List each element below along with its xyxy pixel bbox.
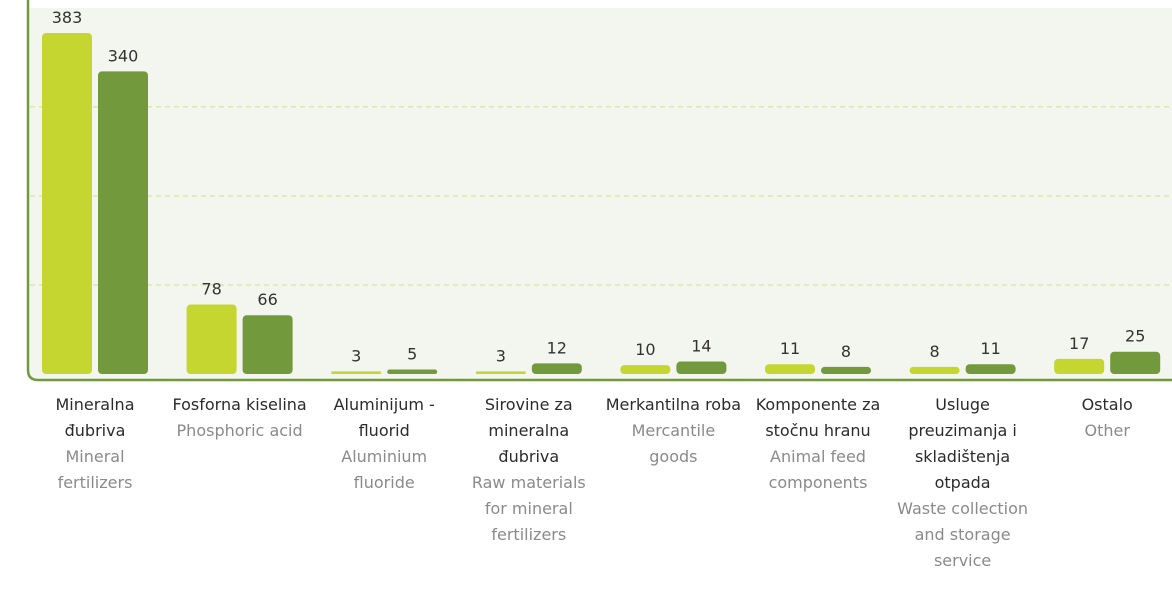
category-label: Fosforna kiselina Phosphoric acid bbox=[172, 392, 308, 444]
value-label: 3 bbox=[351, 346, 361, 365]
category-translation: Mercantile goods bbox=[631, 421, 716, 466]
bar bbox=[821, 366, 871, 374]
bar bbox=[965, 364, 1016, 374]
axis-frame bbox=[26, 0, 1172, 382]
category-translation: Other bbox=[1084, 421, 1130, 440]
value-label: 3 bbox=[496, 346, 506, 365]
bar bbox=[98, 71, 148, 374]
bar bbox=[620, 365, 671, 374]
category-name: Ostalo bbox=[1081, 395, 1133, 414]
value-label: 11 bbox=[780, 339, 800, 358]
bar bbox=[475, 371, 526, 374]
category-name: Merkantilna roba bbox=[605, 395, 742, 414]
category-translation: Mineral fertilizers bbox=[57, 447, 133, 492]
category-label: Komponente za stočnu hranu Animal feed co… bbox=[750, 392, 886, 496]
category-translation: Phosphoric acid bbox=[176, 421, 303, 440]
category-translation: Raw materials for mineral fertilizers bbox=[471, 473, 586, 544]
value-label: 25 bbox=[1125, 327, 1145, 346]
bar bbox=[531, 363, 582, 374]
category-label: Sirovine za mineralna đubriva Raw materia… bbox=[461, 392, 597, 548]
value-label: 8 bbox=[930, 342, 940, 361]
bar bbox=[765, 364, 815, 374]
value-label: 14 bbox=[691, 337, 711, 356]
plot-background bbox=[28, 8, 1172, 380]
value-label: 66 bbox=[257, 290, 277, 309]
value-label: 17 bbox=[1069, 334, 1089, 353]
category-translation: Animal feed components bbox=[768, 447, 868, 492]
value-label: 383 bbox=[52, 8, 83, 27]
category-name: Aluminijum - fluorid bbox=[333, 395, 435, 440]
bar bbox=[387, 369, 438, 374]
category-label: Mineralna đubriva Mineral fertilizers bbox=[27, 392, 163, 496]
bar bbox=[1110, 351, 1161, 374]
bar bbox=[242, 315, 293, 374]
category-translation: Aluminium fluoride bbox=[341, 447, 428, 492]
value-label: 8 bbox=[841, 342, 851, 361]
bar bbox=[186, 304, 237, 374]
category-label: Usluge preuzimanja i skladištenja otpada… bbox=[895, 392, 1031, 574]
category-label: Aluminijum - fluorid Aluminium fluoride bbox=[316, 392, 452, 496]
value-label: 11 bbox=[980, 339, 1000, 358]
category-translation: Waste collection and storage service bbox=[897, 499, 1029, 570]
value-label: 5 bbox=[407, 345, 417, 364]
category-label: Ostalo Other bbox=[1039, 392, 1172, 444]
category-name: Fosforna kiselina bbox=[172, 395, 307, 414]
category-name: Usluge preuzimanja i skladištenja otpada bbox=[908, 395, 1017, 492]
bar bbox=[909, 366, 960, 374]
category-label: Merkantilna roba Mercantile goods bbox=[605, 392, 741, 470]
bar bbox=[42, 33, 92, 374]
bar bbox=[676, 361, 727, 374]
category-name: Komponente za stočnu hranu bbox=[755, 395, 881, 440]
category-name: Mineralna đubriva bbox=[55, 395, 135, 440]
bar bbox=[331, 371, 382, 374]
value-label: 340 bbox=[108, 46, 139, 65]
value-label: 78 bbox=[201, 280, 221, 299]
category-name: Sirovine za mineralna đubriva bbox=[484, 395, 573, 466]
bar bbox=[1054, 358, 1105, 374]
value-label: 12 bbox=[547, 338, 567, 357]
value-label: 10 bbox=[635, 340, 655, 359]
